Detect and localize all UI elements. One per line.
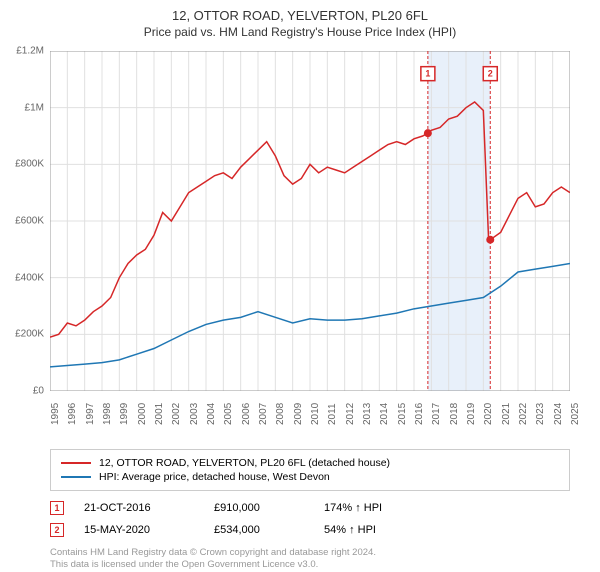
x-axis-label: 2019 (466, 403, 477, 425)
chart-area: £0£200K£400K£600K£800K£1M£1.2M 12 199519… (50, 51, 570, 391)
title-block: 12, OTTOR ROAD, YELVERTON, PL20 6FL Pric… (0, 0, 600, 41)
marker-date: 15-MAY-2020 (84, 524, 194, 536)
legend-row: HPI: Average price, detached house, West… (61, 470, 559, 484)
x-axis-label: 1999 (119, 403, 130, 425)
marker-box-icon: 1 (50, 501, 64, 515)
legend-swatch (61, 476, 91, 478)
chart-title: 12, OTTOR ROAD, YELVERTON, PL20 6FL (0, 8, 600, 23)
marker-point (486, 236, 494, 244)
x-axis-label: 2012 (345, 403, 356, 425)
x-axis-label: 1997 (85, 403, 96, 425)
y-axis-label: £400K (15, 272, 44, 283)
x-axis-label: 2001 (154, 403, 165, 425)
marker-point (424, 129, 432, 137)
footer: Contains HM Land Registry data © Crown c… (50, 547, 570, 572)
x-axis-label: 1996 (67, 403, 78, 425)
y-axis-label: £600K (15, 216, 44, 227)
y-axis-label: £1M (25, 102, 44, 113)
x-axis-label: 2010 (310, 403, 321, 425)
x-axis-label: 2024 (553, 403, 564, 425)
chart-svg: 12 (50, 51, 570, 391)
x-axis-label: 2009 (293, 403, 304, 425)
marker-price: £534,000 (214, 524, 304, 536)
marker-date: 21-OCT-2016 (84, 502, 194, 514)
marker-box-icon: 2 (50, 523, 64, 537)
x-axis-label: 2025 (570, 403, 581, 425)
x-axis-label: 2021 (501, 403, 512, 425)
marker-pct: 54% ↑ HPI (324, 524, 424, 536)
x-axis-label: 2008 (275, 403, 286, 425)
y-axis-label: £800K (15, 159, 44, 170)
x-axis-label: 2020 (483, 403, 494, 425)
x-axis-label: 2015 (397, 403, 408, 425)
y-axis-label: £200K (15, 329, 44, 340)
x-axis-label: 2023 (535, 403, 546, 425)
marker-pct: 174% ↑ HPI (324, 502, 424, 514)
x-axis-label: 2018 (449, 403, 460, 425)
x-axis-label: 2013 (362, 403, 373, 425)
x-axis-label: 2003 (189, 403, 200, 425)
x-axis-label: 2004 (206, 403, 217, 425)
y-axis-label: £0 (33, 386, 44, 397)
x-axis-label: 1998 (102, 403, 113, 425)
x-axis-label: 2007 (258, 403, 269, 425)
x-axis-label: 2017 (431, 403, 442, 425)
marker-label-text: 1 (425, 69, 430, 79)
x-axis-label: 2002 (171, 403, 182, 425)
legend-swatch (61, 462, 91, 464)
x-axis-label: 2016 (414, 403, 425, 425)
legend-label: HPI: Average price, detached house, West… (99, 471, 330, 483)
markers-table: 1 21-OCT-2016 £910,000 174% ↑ HPI 2 15-MAY-20… (50, 497, 570, 541)
x-axis-label: 1995 (50, 403, 61, 425)
y-axis-label: £1.2M (16, 46, 44, 57)
chart-subtitle: Price paid vs. HM Land Registry's House … (0, 25, 600, 39)
marker-label-text: 2 (488, 69, 493, 79)
legend-row: 12, OTTOR ROAD, YELVERTON, PL20 6FL (det… (61, 456, 559, 470)
x-axis-label: 2022 (518, 403, 529, 425)
footer-line1: Contains HM Land Registry data © Crown c… (50, 547, 570, 559)
x-axis-label: 2005 (223, 403, 234, 425)
x-axis-label: 2011 (327, 403, 338, 425)
legend: 12, OTTOR ROAD, YELVERTON, PL20 6FL (det… (50, 449, 570, 491)
marker-price: £910,000 (214, 502, 304, 514)
x-axis-label: 2006 (241, 403, 252, 425)
marker-table-row: 2 15-MAY-2020 £534,000 54% ↑ HPI (50, 519, 570, 541)
footer-line2: This data is licensed under the Open Gov… (50, 559, 570, 571)
legend-label: 12, OTTOR ROAD, YELVERTON, PL20 6FL (det… (99, 457, 390, 469)
marker-table-row: 1 21-OCT-2016 £910,000 174% ↑ HPI (50, 497, 570, 519)
x-axis-label: 2000 (137, 403, 148, 425)
x-axis-label: 2014 (379, 403, 390, 425)
